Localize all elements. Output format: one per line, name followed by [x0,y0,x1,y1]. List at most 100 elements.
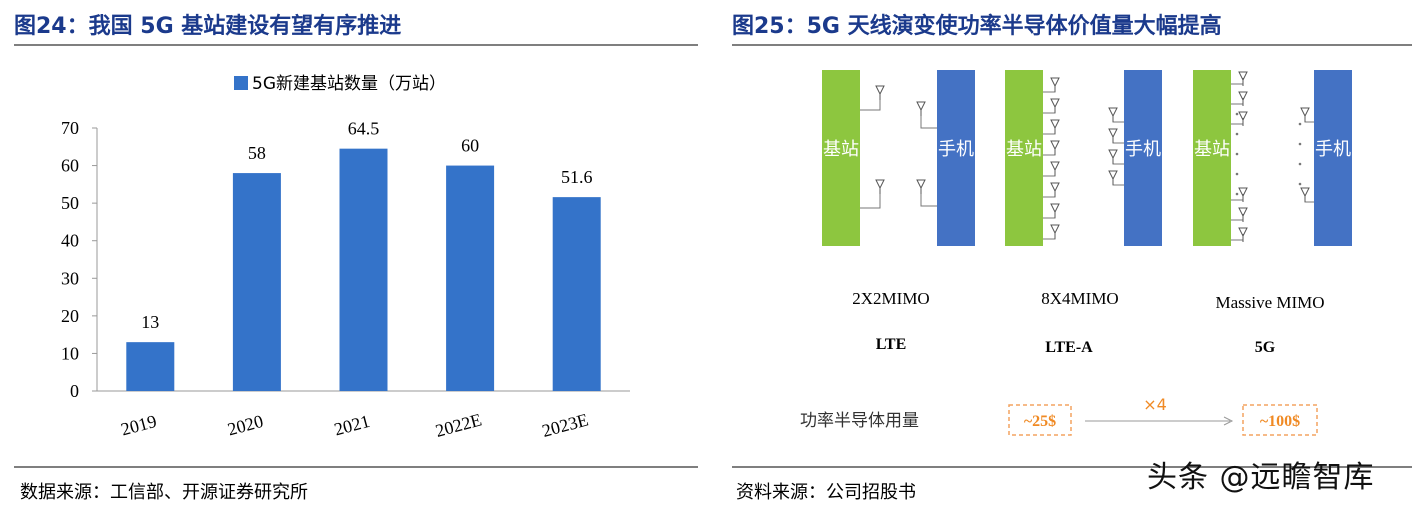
legend: 5G新建基站数量（万站） [234,74,446,94]
phone-block [1314,70,1352,246]
bar-data-label: 64.5 [348,119,380,139]
ellipsis-dot [1298,182,1302,186]
antenna-feed-line [1112,179,1124,186]
x-tick-label: 2023E [540,409,591,440]
antenna-feed-line [1304,196,1314,203]
left-figure-title: 图24：我国 5G 基站建设有望有序推进 [14,14,402,39]
multiplier-label: ×4 [1143,395,1167,414]
legend-swatch [234,76,248,90]
mimo-diagram: 基站 手机 基站 手机 基站 手机 2X2MIMO 8X4MIMO Massiv… [800,70,1352,436]
ellipsis-dot [1298,122,1302,126]
base-station-label: 基站 [1194,139,1230,160]
watermark: 头条 @远瞻智库 [1147,460,1375,495]
phone-label: 手机 [1125,139,1161,160]
bar [339,148,388,391]
x-tick-label: 2020 [225,411,265,440]
antenna-feed-line [1043,128,1056,135]
value-to: ~100$ [1260,413,1300,430]
power-semiconductor-label: 功率半导体用量 [800,411,919,431]
antenna-icon [1050,161,1060,177]
y-tick-label: 20 [61,306,79,326]
bar [552,197,601,391]
right-figure-source: 资料来源：公司招股书 [736,482,916,503]
config-lte: 基站 手机 [822,70,975,246]
config-5g: 基站 手机 [1193,70,1352,246]
antenna-icon [1300,107,1310,123]
y-tick-label: 30 [61,268,79,288]
antenna-icon [1108,107,1118,123]
bar-data-label: 58 [248,143,266,163]
value-from: ~25$ [1024,413,1056,430]
ellipsis-dot [1235,152,1239,156]
antenna-icon [1050,182,1060,198]
antenna-icon [1050,98,1060,114]
antenna-icon [1050,140,1060,156]
left-title-divider [14,44,698,46]
bar [446,165,495,391]
config-mimo-label: 2X2MIMO [852,289,929,308]
base-station-label: 基站 [1006,139,1042,160]
ellipsis-dot [1235,132,1239,136]
antenna-icon [1300,187,1310,203]
right-title-divider [732,44,1412,46]
value-to-box [1242,404,1318,436]
phone-label: 手机 [938,139,974,160]
y-tick-label: 50 [61,193,79,213]
bar-data-label: 13 [141,312,159,332]
antenna-feed-line [1112,116,1124,123]
antenna-icon [1108,170,1118,186]
antenna-feed-line [1112,158,1124,165]
antenna-feed-line [1231,98,1244,105]
value-from-box [1008,404,1072,436]
ellipsis-dot [1298,162,1302,166]
base-station-label-top: 基站 [823,139,859,160]
antenna-icon [1108,128,1118,144]
y-tick-label: 60 [61,156,79,176]
antenna-icon [1050,77,1060,93]
antenna-feed-line [1231,78,1244,85]
y-tick-label: 10 [61,343,79,363]
antenna-feed-line [1043,86,1056,93]
left-figure-source: 数据来源：工信部、开源证券研究所 [20,482,308,503]
phone-block [937,70,975,246]
legend-label: 5G新建基站数量（万站） [252,74,446,94]
y-tick-label: 40 [61,231,79,251]
antenna-feed-line [1231,118,1244,125]
left-source-divider [14,466,698,468]
antenna-icon [1050,224,1060,240]
antenna-feed-line [1043,191,1056,198]
antenna-feed-line [1231,214,1244,221]
antenna-feed-line [1231,234,1244,241]
y-tick-label: 70 [61,118,79,138]
antenna-icon [1050,119,1060,135]
config-lte-a: 基站 手机 [1005,70,1162,246]
antenna-feed-line [1043,170,1056,177]
ellipsis-dot [1235,112,1239,116]
base-station-block [822,70,860,246]
x-tick-label: 2019 [119,411,159,440]
antenna-feed-line [1043,233,1056,240]
x-tick-label: 2022E [433,409,484,440]
antenna-feed-line [1043,107,1056,114]
bar-data-label: 51.6 [561,167,593,187]
bar [232,173,281,391]
antenna-icon [1108,149,1118,165]
y-tick-label: 0 [70,381,79,401]
bar-chart: 5G新建基站数量（万站） 0 10 20 30 40 50 60 70 13 58 64.5 60 5… [61,74,630,441]
config-mimo-label: Massive MIMO [1215,293,1324,312]
bar-data-label: 60 [461,136,479,156]
config-tech-label: LTE [876,336,907,353]
config-mimo-label: 8X4MIMO [1041,289,1118,308]
bar [126,342,175,391]
ellipsis-dot [1235,172,1239,176]
ellipsis-dot [1298,142,1302,146]
config-tech-label: 5G [1255,339,1276,356]
ellipsis-dot [1235,192,1239,196]
antenna-feed-line [1112,137,1124,144]
antenna-feed-line [1043,149,1056,156]
x-tick-label: 2021 [332,411,372,440]
right-source-divider [732,466,1412,468]
base-station-block [1193,70,1231,246]
base-station-block [1005,70,1043,246]
right-figure-title: 图25：5G 天线演变使功率半导体价值量大幅提高 [732,14,1222,39]
